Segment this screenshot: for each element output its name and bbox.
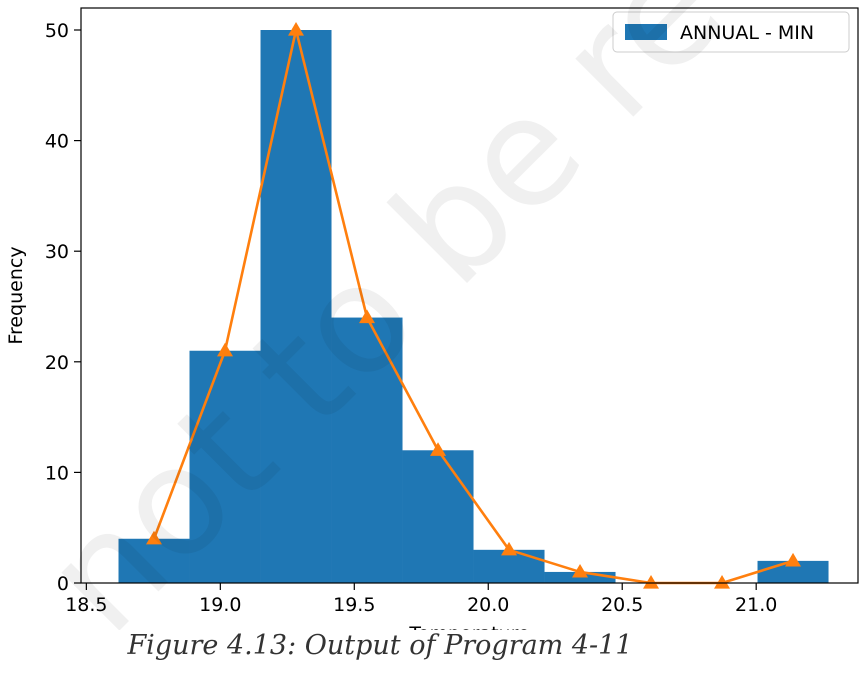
histogram-bar bbox=[402, 450, 474, 583]
histogram-bar bbox=[118, 538, 190, 583]
histogram-bar bbox=[331, 317, 403, 583]
y-tick-label: 30 bbox=[45, 241, 69, 263]
x-axis-label: Temperature bbox=[408, 623, 529, 630]
histogram-bar bbox=[189, 350, 261, 583]
histogram-bar bbox=[260, 30, 332, 583]
polygon-point bbox=[501, 541, 518, 556]
y-axis-ticks: 0 10 20 30 40 50 bbox=[45, 20, 81, 595]
x-tick-label: 21.0 bbox=[735, 594, 777, 616]
x-tick-label: 19.5 bbox=[333, 594, 375, 616]
y-tick-label: 20 bbox=[45, 352, 69, 374]
y-tick-label: 50 bbox=[45, 20, 69, 42]
polygon-point bbox=[288, 22, 305, 36]
polygon-point bbox=[572, 563, 589, 578]
axes bbox=[80, 7, 859, 584]
y-axis-label: Frequency bbox=[5, 246, 27, 344]
y-tick-label: 40 bbox=[45, 131, 69, 153]
histogram-chart: 18.5 19.0 19.5 20.0 20.5 21.0 0 10 20 30 40 50 Fre… bbox=[5, 7, 859, 630]
polygon-point bbox=[714, 575, 731, 589]
polygon-point bbox=[430, 442, 447, 456]
y-tick-label: 0 bbox=[57, 573, 69, 595]
plot-frame bbox=[80, 7, 859, 584]
legend: ANNUAL - MIN bbox=[612, 11, 850, 53]
polygon-point bbox=[643, 575, 660, 589]
legend-swatch bbox=[625, 24, 667, 40]
x-tick-label: 19.0 bbox=[199, 594, 241, 616]
x-tick-label: 20.0 bbox=[467, 594, 509, 616]
figure-caption: Figure 4.13: Output of Program 4-11 bbox=[127, 630, 633, 661]
x-tick-label: 18.5 bbox=[65, 594, 107, 616]
legend-box bbox=[612, 11, 850, 53]
polygon-point bbox=[785, 552, 802, 567]
legend-label: ANNUAL - MIN bbox=[680, 22, 814, 44]
y-tick-label: 10 bbox=[45, 462, 69, 484]
polygon-point bbox=[217, 342, 234, 357]
polygon-point bbox=[359, 309, 376, 324]
polygon-point bbox=[146, 530, 163, 545]
x-tick-label: 20.5 bbox=[601, 594, 643, 616]
x-axis-ticks: 18.5 19.0 19.5 20.0 20.5 21.0 bbox=[65, 583, 777, 616]
